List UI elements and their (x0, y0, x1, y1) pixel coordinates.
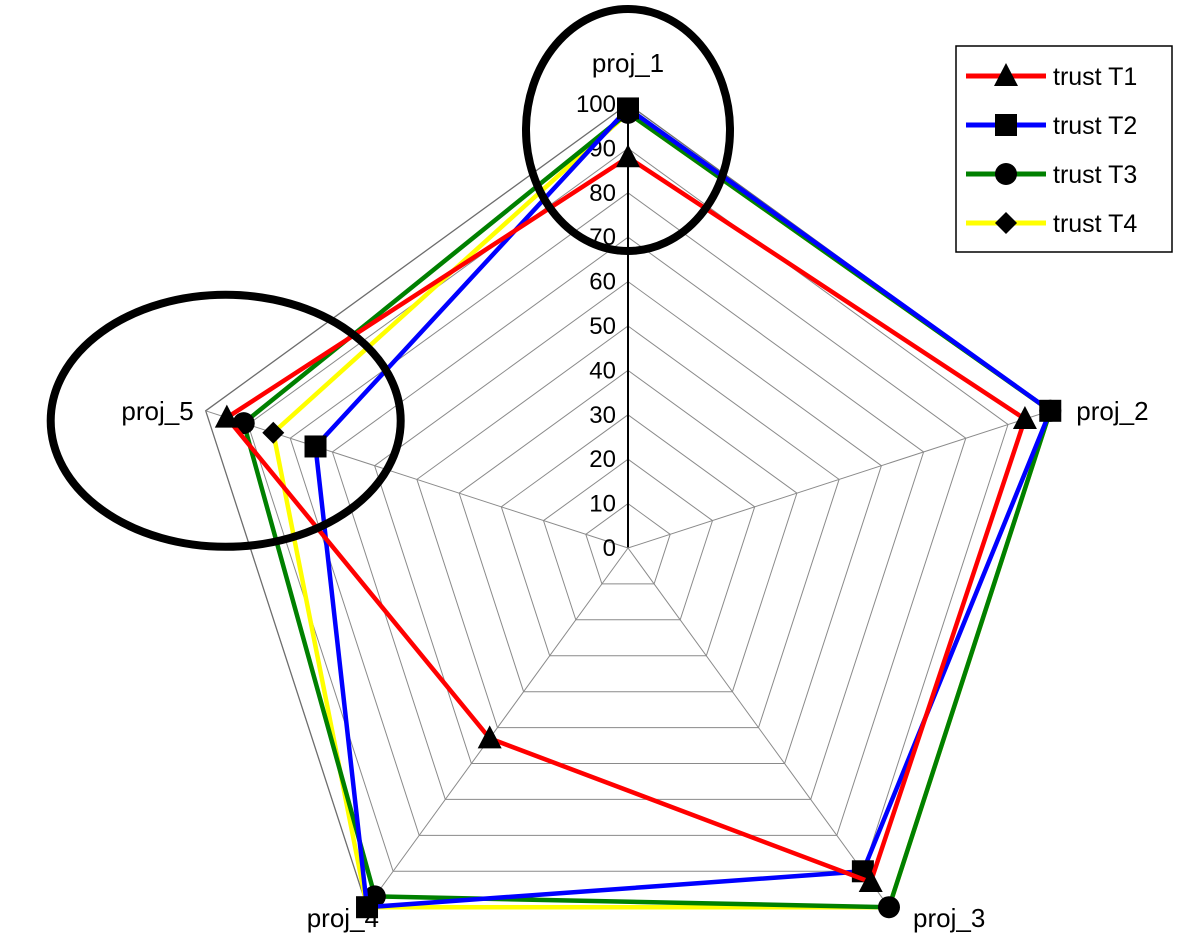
grid-ring (500, 414, 756, 657)
grid-ring (331, 236, 925, 800)
data-point-diamond-proj_5 (262, 421, 285, 444)
legend-item: trust T3 (966, 161, 1137, 189)
series-line (313, 105, 1054, 910)
spoke-proj_2 (627, 410, 1051, 549)
category-label-proj_1: proj_1 (592, 48, 664, 78)
spoke-proj_4 (366, 547, 629, 908)
grid-ring (289, 192, 967, 836)
tick-label: 20 (589, 446, 616, 473)
grid-ring (247, 147, 1009, 872)
data-point-triangle-proj_1 (616, 144, 640, 168)
legend-item: trust T2 (966, 112, 1137, 140)
data-point-triangle-proj_2 (1012, 406, 1037, 430)
legend-label: trust T1 (1053, 63, 1137, 91)
grid-ring (416, 325, 840, 729)
series-line (270, 110, 1053, 910)
series-1 (214, 144, 1037, 893)
annotation-ellipse-proj_1 (522, 5, 734, 255)
tick-label: 40 (589, 357, 616, 384)
spoke-proj_3 (627, 547, 890, 908)
legend-label: trust T3 (1053, 161, 1137, 189)
legend-label: trust T2 (1053, 112, 1137, 140)
annotation-layer (46, 5, 734, 551)
tick-label: 0 (603, 535, 616, 562)
tick-label: 30 (589, 402, 616, 429)
series-layer (214, 97, 1062, 919)
legend-marker-triangle (994, 63, 1018, 86)
legend-marker-square (995, 114, 1017, 136)
grid-ring (458, 369, 798, 693)
tick-label: 10 (589, 491, 616, 518)
tick-label: 50 (589, 313, 616, 340)
series-2 (304, 97, 1062, 919)
data-point-triangle-proj_4 (477, 725, 502, 749)
data-point-square-proj_2 (1039, 399, 1062, 422)
category-label-proj_5: proj_5 (121, 396, 193, 426)
data-point-square-proj_1 (617, 97, 639, 120)
tick-label: 60 (589, 269, 616, 296)
legend-marker-circle (995, 163, 1017, 185)
series-line (241, 110, 1053, 910)
data-point-triangle-proj_5 (214, 404, 239, 428)
grid-ring (542, 458, 714, 621)
data-point-triangle-proj_3 (858, 869, 883, 893)
tick-label: 80 (589, 180, 616, 207)
radar-spokes (205, 104, 1051, 908)
data-point-square-proj_5 (304, 435, 327, 458)
legend-item: trust T4 (966, 210, 1137, 238)
category-label-proj_3: proj_3 (913, 903, 985, 933)
data-point-circle-proj_3 (877, 896, 900, 919)
legend-item: trust T1 (966, 63, 1137, 91)
data-point-square-proj_4 (356, 896, 379, 919)
legend-marker-diamond (995, 212, 1017, 234)
tick-label: 100 (576, 91, 616, 118)
category-label-proj_2: proj_2 (1076, 396, 1148, 426)
grid-ring (585, 502, 671, 585)
grid-ring (374, 280, 882, 764)
series-line (223, 154, 1028, 886)
series-4 (262, 101, 1062, 919)
legend-box (955, 45, 1173, 253)
legend-label: trust T4 (1053, 210, 1137, 238)
annotation-ellipse-proj_5 (46, 290, 405, 551)
legend: trust T1 trust T2 trust T3 trust T4 (955, 45, 1173, 253)
